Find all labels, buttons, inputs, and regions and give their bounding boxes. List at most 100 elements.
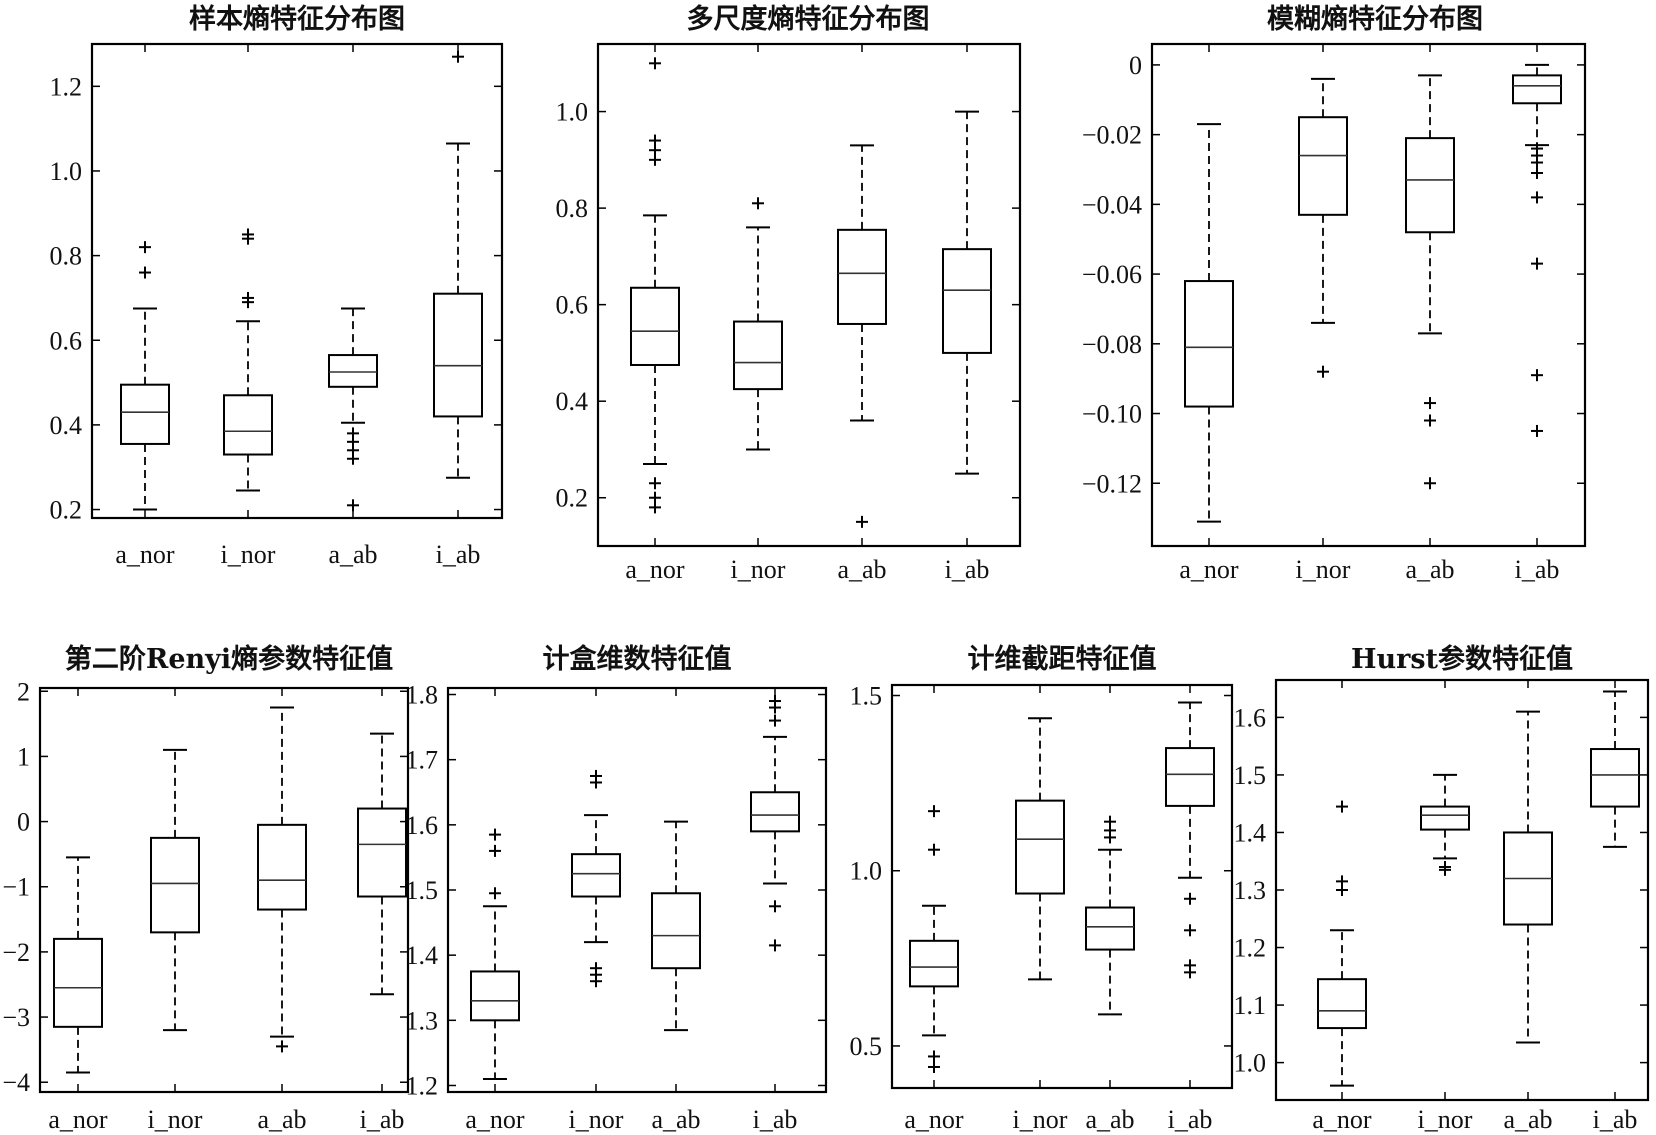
iqr-box [1085, 906, 1135, 951]
outlier-marker [928, 805, 940, 818]
iqr-box [733, 320, 783, 391]
y-tick-label: 1.5 [850, 682, 883, 711]
outlier-marker [1104, 815, 1116, 828]
box-i_ab [433, 50, 483, 479]
panel-title: Hurst参数特征值 [1351, 643, 1573, 675]
y-tick-label: 0.2 [556, 484, 589, 513]
panel-title: 计盒维数特征值 [543, 643, 732, 675]
box-plot-panel: 模糊熵特征分布图 0 −0.02 −0.04 −0.06 −0.08 −0.10 −0.12 a… [1082, 3, 1587, 584]
iqr-box [1590, 748, 1640, 808]
box-plot-panel: Hurst参数特征值 1.0 1.1 1.2 1.3 1.4 1.5 1.6 a_nor i_no… [1234, 643, 1650, 1134]
box-a_nor [53, 856, 103, 1074]
box-a_ab [257, 706, 307, 1053]
y-tick-label: 0.8 [50, 242, 83, 271]
y-tick-label: −4 [2, 1068, 30, 1097]
y-tick-label: −0.02 [1082, 121, 1142, 150]
iqr-box [750, 791, 800, 833]
x-tick-label: a_nor [48, 1105, 108, 1134]
y-tick-label: 1.4 [1234, 818, 1267, 847]
outlier-marker [489, 844, 501, 857]
box-i_nor [571, 769, 621, 988]
y-tick-label: 2 [17, 677, 30, 706]
box-a_nor [630, 57, 680, 514]
iqr-box [120, 383, 170, 445]
y-tick-label: 1 [17, 742, 30, 771]
box-i_ab [357, 732, 407, 996]
outlier-marker [928, 1050, 940, 1063]
y-tick-label: 1.0 [50, 157, 83, 186]
x-tick-label: a_nor [1312, 1105, 1372, 1134]
iqr-box [1512, 74, 1562, 105]
box-i_ab [1165, 701, 1215, 979]
y-tick-label: 1.3 [1234, 876, 1267, 905]
outlier-marker [489, 828, 501, 841]
y-tick-label: 0 [1129, 51, 1142, 80]
box-a_ab [837, 144, 887, 528]
box-a_nor [1184, 123, 1234, 523]
x-tick-label: a_nor [904, 1105, 964, 1134]
box-a_ab [651, 820, 701, 1032]
y-tick-label: 1.6 [1234, 703, 1267, 732]
y-tick-label: 1.8 [406, 681, 439, 710]
outlier-marker [1184, 959, 1196, 972]
outlier-marker [769, 900, 781, 913]
x-tick-label: i_ab [436, 540, 481, 569]
plot-frame [90, 42, 504, 520]
y-tick-label: 1.6 [406, 811, 439, 840]
iqr-box [357, 807, 407, 898]
box-a_nor [909, 805, 959, 1073]
outlier-marker [1336, 800, 1348, 813]
x-tick-label: a_ab [1085, 1105, 1134, 1134]
x-tick-label: i_ab [945, 555, 990, 584]
box-plot-panel: 计维截距特征值 0.5 1.0 1.5 a_nor i_nor a_ab i_ab [850, 644, 1234, 1134]
outlier-marker [1531, 369, 1543, 382]
outlier-marker [1531, 191, 1543, 204]
iqr-box [1165, 747, 1215, 807]
box-i_ab [1512, 63, 1562, 437]
outlier-marker [649, 134, 661, 147]
x-tick-label: a_nor [115, 540, 175, 569]
plot-frame [1150, 42, 1587, 548]
x-tick-label: a_ab [257, 1105, 306, 1134]
box-i_ab [1590, 690, 1640, 848]
iqr-box [1405, 137, 1455, 234]
x-tick-label: i_nor [731, 555, 786, 584]
outlier-marker [1424, 397, 1436, 410]
panel-title: 第二阶Renyi熵参数特征值 [65, 643, 393, 675]
y-tick-label: −2 [2, 938, 30, 967]
y-tick-label: 1.0 [556, 98, 589, 127]
iqr-box [630, 286, 680, 366]
y-tick-label: 1.7 [406, 746, 439, 775]
outlier-marker [590, 962, 602, 975]
box-i_nor [150, 748, 200, 1032]
box-i_ab [750, 695, 800, 952]
iqr-box [1184, 280, 1234, 408]
outlier-marker [928, 843, 940, 856]
panel-title: 样本熵特征分布图 [189, 3, 405, 35]
iqr-box [433, 292, 483, 418]
x-tick-label: a_ab [328, 540, 377, 569]
outlier-marker [1317, 365, 1329, 378]
x-tick-label: a_nor [465, 1105, 525, 1134]
y-tick-label: 0.2 [50, 496, 83, 525]
iqr-box [257, 823, 307, 911]
y-tick-label: 1.0 [850, 857, 883, 886]
y-tick-label: 1.3 [406, 1006, 439, 1035]
y-tick-label: 1.0 [1234, 1049, 1267, 1078]
outlier-marker [856, 515, 868, 528]
outlier-marker [139, 241, 151, 254]
outlier-marker [769, 939, 781, 952]
x-tick-label: a_nor [625, 555, 685, 584]
y-tick-label: −0.06 [1082, 260, 1142, 289]
x-tick-label: a_ab [651, 1105, 700, 1134]
iqr-box [223, 394, 273, 456]
x-tick-label: i_ab [360, 1105, 405, 1134]
box-a_ab [1405, 74, 1455, 490]
plot-frame [596, 42, 1022, 548]
outlier-marker [590, 769, 602, 782]
x-tick-label: i_ab [1593, 1105, 1638, 1134]
y-tick-label: 1.2 [406, 1071, 439, 1100]
outlier-marker [347, 427, 359, 440]
box-a_ab [1503, 710, 1553, 1044]
